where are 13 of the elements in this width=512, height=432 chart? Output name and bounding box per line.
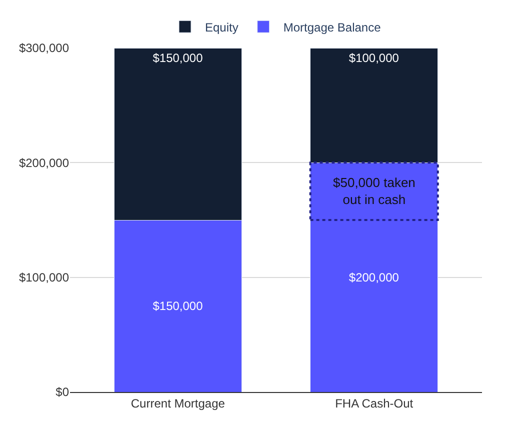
- y-tick-label: $300,000: [18, 41, 70, 56]
- data-label: $100,000: [348, 51, 400, 65]
- x-tick-label: FHA Cash-Out: [335, 396, 414, 410]
- x-tick-label: Current Mortgage: [130, 396, 226, 410]
- y-tick-label: $200,000: [18, 156, 70, 170]
- y-tick-label: $0: [56, 385, 70, 400]
- legend-label: Mortgage Balance: [283, 20, 382, 34]
- data-label: $200,000: [348, 270, 400, 284]
- annotation: $50,000 taken out in cash: [333, 175, 416, 207]
- data-label: $150,000: [152, 51, 204, 65]
- legend-label: Equity: [205, 20, 238, 34]
- y-tick-label: $100,000: [18, 270, 70, 285]
- data-label: $150,000: [152, 299, 204, 313]
